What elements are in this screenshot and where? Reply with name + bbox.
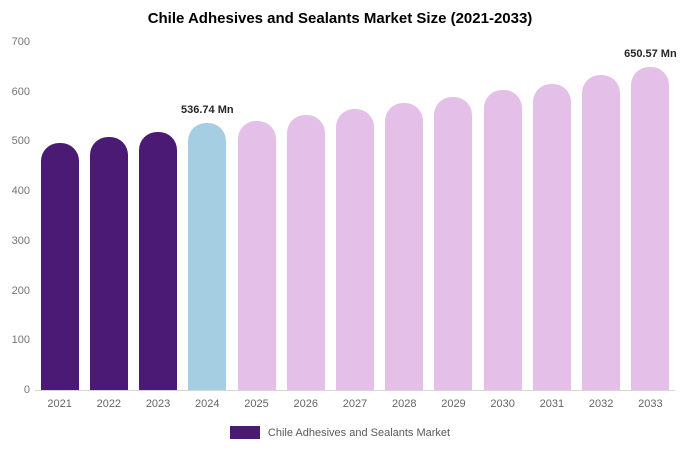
y-tick-label-100: 100 bbox=[11, 334, 30, 347]
x-tick-label-2033: 2033 bbox=[638, 398, 663, 410]
x-tick-label-2030: 2030 bbox=[490, 398, 515, 410]
legend-swatch bbox=[229, 426, 260, 439]
bar-2029 bbox=[434, 96, 473, 390]
bar-value-label-2024: 536.74 Mn bbox=[181, 104, 234, 117]
y-tick-label-200: 200 bbox=[11, 284, 30, 297]
bar-2030 bbox=[483, 90, 522, 390]
legend[interactable]: Chile Adhesives and Sealants Market bbox=[0, 426, 680, 439]
x-tick-label-2029: 2029 bbox=[441, 398, 466, 410]
bar-2026 bbox=[286, 114, 325, 390]
bar-2032 bbox=[582, 75, 621, 390]
bar-2023 bbox=[139, 131, 178, 390]
x-tick-label-2027: 2027 bbox=[342, 398, 368, 410]
bar-2025 bbox=[237, 120, 276, 390]
x-axis: 2021 2022 2023 2024 2025 2026 2027 2028 2029 2030… bbox=[35, 398, 675, 412]
bar-2031 bbox=[532, 83, 571, 390]
y-tick-label-300: 300 bbox=[11, 234, 30, 247]
bar-2024 bbox=[188, 123, 227, 390]
plot-area bbox=[35, 42, 675, 391]
y-axis: 0 100 200 300 400 500 600 700 bbox=[0, 36, 30, 396]
x-tick-label-2023: 2023 bbox=[145, 398, 171, 410]
bar-2028 bbox=[385, 102, 424, 390]
x-tick-label-2032: 2032 bbox=[588, 398, 614, 410]
x-tick-label-2026: 2026 bbox=[293, 398, 318, 410]
x-tick-label-2021: 2021 bbox=[47, 398, 72, 410]
y-tick-label-600: 600 bbox=[11, 85, 30, 98]
bar-2022 bbox=[89, 137, 128, 390]
x-tick-label-2028: 2028 bbox=[391, 398, 417, 410]
y-tick-label-0: 0 bbox=[23, 384, 30, 396]
y-tick-label-500: 500 bbox=[11, 135, 30, 148]
bar-2021 bbox=[40, 142, 79, 390]
bar-value-label-2033: 650.57 Mn bbox=[624, 47, 677, 60]
bar-2027 bbox=[336, 108, 374, 390]
bar-2033 bbox=[631, 66, 670, 390]
y-tick-label-700: 700 bbox=[11, 36, 30, 48]
x-tick-label-2025: 2025 bbox=[244, 398, 269, 410]
x-tick-label-2022: 2022 bbox=[96, 398, 122, 410]
chart-title: Chile Adhesives and Sealants Market Size… bbox=[147, 10, 533, 27]
legend-label: Chile Adhesives and Sealants Market bbox=[267, 426, 451, 439]
x-tick-label-2031: 2031 bbox=[539, 398, 565, 410]
y-tick-label-400: 400 bbox=[11, 185, 30, 198]
x-tick-label-2024: 2024 bbox=[195, 398, 220, 410]
